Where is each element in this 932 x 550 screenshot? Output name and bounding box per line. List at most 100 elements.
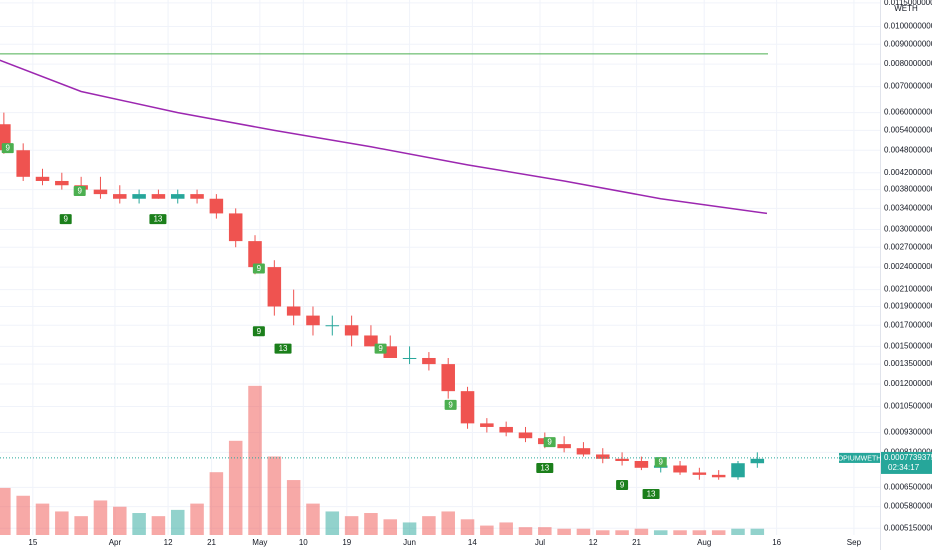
y-tick-label: 0.0054000000 — [884, 125, 932, 134]
candle-body — [634, 460, 649, 468]
volume-bar — [711, 530, 726, 535]
price-badge — [881, 451, 932, 474]
y-tick-label: 0.0019000000 — [884, 302, 932, 311]
annotation-badge — [252, 263, 265, 274]
volume-bar — [0, 487, 11, 535]
volume-bar — [306, 503, 320, 535]
candle-body — [93, 189, 108, 195]
y-tick-label: 0.0021000000 — [884, 285, 932, 294]
candle-body — [402, 357, 417, 359]
volume-bar — [93, 500, 108, 535]
volume-bar — [441, 511, 455, 535]
volume-bar — [132, 513, 146, 535]
annotation-label: 9 — [6, 144, 11, 153]
y-tick-label: 0.0012000000 — [884, 379, 932, 388]
candle-body — [731, 463, 745, 478]
x-tick-label: Jun — [403, 538, 416, 547]
candle-body — [151, 194, 166, 199]
candle-body — [499, 426, 513, 433]
annotation-label: 9 — [620, 481, 625, 490]
y-tick-label: 0.0017000000 — [884, 320, 932, 329]
candle-body — [209, 198, 224, 214]
candle-body — [422, 357, 436, 365]
volume-bar — [170, 509, 185, 535]
countdown-label: 02:34:17 — [888, 463, 920, 472]
y-tick-label: 0.0042000000 — [884, 168, 932, 177]
y-tick-label: 0.0030000000 — [884, 225, 932, 234]
candle-body — [306, 315, 320, 326]
volume-bar — [557, 528, 571, 535]
annotation-label: 9 — [378, 344, 383, 353]
volume-bar — [673, 530, 687, 535]
y-tick-label: 0.0090000000 — [884, 39, 932, 48]
candle-body — [113, 194, 127, 199]
volume-bar — [518, 527, 533, 535]
candle-body — [248, 241, 262, 268]
annotation-label: 13 — [153, 215, 162, 224]
x-tick-label: 10 — [299, 538, 308, 547]
candle-body — [615, 458, 629, 461]
volume-bar — [653, 530, 668, 535]
candle-body — [596, 454, 610, 459]
candle-body — [190, 194, 204, 199]
annotation-badge — [543, 437, 556, 448]
x-tick-label: 12 — [589, 538, 598, 547]
volume-bar — [480, 525, 494, 535]
annotation-label: 9 — [257, 264, 262, 273]
annotation-badge — [252, 326, 265, 337]
volume-bar — [55, 511, 69, 535]
candle-body — [576, 448, 591, 455]
annotation-badge — [73, 185, 86, 196]
candle-body — [711, 474, 726, 478]
volume-bar — [151, 516, 166, 535]
candle-body — [228, 213, 243, 242]
volume-bar — [402, 522, 417, 535]
volume-bar — [750, 528, 765, 535]
annotation-badge — [536, 463, 554, 474]
symbol-badge — [839, 452, 880, 463]
candle-body — [344, 325, 359, 336]
candle-body — [480, 423, 494, 427]
volume-bar — [692, 530, 707, 535]
volume-bar — [634, 528, 649, 535]
y-tick-label: 0.0034000000 — [884, 203, 932, 212]
x-tick-label: May — [252, 538, 267, 547]
y-tick-label: 0.0015000000 — [884, 341, 932, 350]
candle-body — [0, 124, 11, 151]
candle-body — [364, 335, 378, 347]
volume-bar — [325, 511, 340, 535]
annotation-badge — [616, 480, 629, 491]
volume-bar — [286, 480, 301, 535]
candle-body — [750, 458, 765, 464]
candle-body — [267, 267, 282, 307]
annotation-badge — [1, 143, 14, 154]
candle-body — [35, 176, 50, 181]
x-tick-label: Apr — [109, 538, 122, 547]
candle-body — [557, 444, 571, 449]
volume-bar — [460, 519, 475, 535]
annotation-label: 9 — [77, 187, 82, 196]
y-tick-label: 0.0005150000 — [884, 523, 932, 532]
volume-bar — [248, 385, 262, 535]
volume-bar — [209, 472, 224, 535]
annotation-badge — [444, 399, 457, 410]
annotation-badge — [274, 343, 292, 354]
annotation-label: 9 — [547, 438, 552, 447]
x-tick-label: Sep — [847, 538, 862, 547]
volume-bar — [383, 519, 398, 535]
candle-body — [55, 180, 69, 186]
volume-bar — [16, 495, 30, 535]
x-tick-label: 16 — [772, 538, 781, 547]
y-tick-label: 0.0100000000 — [884, 22, 932, 31]
x-tick-label: Aug — [697, 538, 711, 547]
volume-bar — [596, 530, 610, 535]
annotation-badge — [59, 214, 72, 225]
y-tick-label: 0.0009300000 — [884, 428, 932, 437]
y-tick-label: 0.0060000000 — [884, 108, 932, 117]
volume-bar — [576, 528, 591, 535]
y-tick-label: 0.0027000000 — [884, 242, 932, 251]
candle-body — [132, 194, 146, 199]
volume-bar — [35, 503, 50, 535]
y-tick-label: 0.0005800000 — [884, 502, 932, 511]
